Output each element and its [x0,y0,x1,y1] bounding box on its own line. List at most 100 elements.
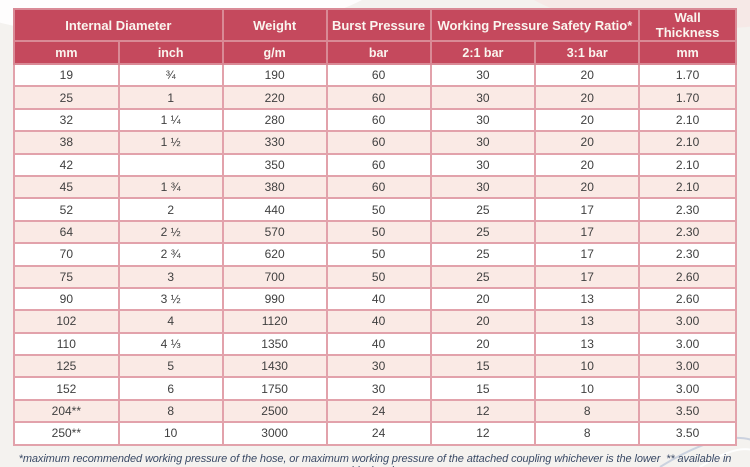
table-container: Internal Diameter Weight Burst Pressure Wor… [13,8,737,467]
column-header: bar [325,40,432,65]
table-cell: 5 [117,354,224,379]
table-cell: 2 ¾ [117,242,224,267]
hose-spec-table: Internal Diameter Weight Burst Pressure Wor… [13,8,737,446]
table-cell: 1 ¼ [117,107,224,133]
table-cell: 2.10 [638,130,737,155]
column-header: mm [13,40,120,65]
table-cell: 60 [325,85,432,110]
table-cell: 12 [429,421,537,446]
table-cell: 1350 [221,331,328,357]
table-cell: 25 [429,242,537,267]
table-cell: 570 [221,219,328,245]
table-cell: 60 [325,174,432,200]
table-cell: 60 [325,130,432,155]
table-cell: 8 [534,421,641,446]
table-cell: 25 [13,85,120,110]
table-body: 19 ¾ 190 60 30 20 1.70 25 1 220 60 30 20 1.70 32 1 ¼ 280… [13,62,737,446]
table-cell: 60 [325,62,432,88]
table-cell: 25 [429,264,537,289]
table-cell: 20 [534,174,641,200]
table-cell: 990 [221,286,328,312]
table-row: 250** 10 3000 24 12 8 3.50 [13,421,737,446]
table-row: 110 4 ⅓ 1350 40 20 13 3.00 [13,331,737,357]
table-cell: 13 [534,309,641,334]
table-cell: 1 [117,85,224,110]
table-cell: 3.00 [638,331,737,357]
table-cell: 30 [429,107,537,133]
table-cell: 13 [534,286,641,312]
table-cell: 2 ½ [117,219,224,245]
table-cell: 3.00 [638,376,737,401]
table-cell: 75 [13,264,120,289]
table-cell: 24 [325,421,432,446]
table-cell: 30 [429,130,537,155]
table-cell: 38 [13,130,120,155]
table-cell: 2.30 [638,219,737,245]
table-cell: 30 [325,354,432,379]
table-cell: 90 [13,286,120,312]
table-cell: 2.30 [638,242,737,267]
table-cell: 3.50 [638,421,737,446]
table-cell: 20 [534,62,641,88]
table-cell: 8 [534,398,641,424]
table-cell: 440 [221,197,328,222]
table-cell: 12 [429,398,537,424]
table-cell: 20 [534,85,641,110]
table-cell: 30 [429,62,537,88]
table-cell: 2.30 [638,197,737,222]
table-row: 152 6 1750 30 15 10 3.00 [13,376,737,401]
column-header: 2:1 bar [429,40,537,65]
table-cell: 30 [429,85,537,110]
table-cell: 1120 [221,309,328,334]
table-cell: 60 [325,152,432,177]
table-cell: 2.60 [638,286,737,312]
table-cell: 190 [221,62,328,88]
table-cell: 50 [325,264,432,289]
table-row: 42 350 60 30 20 2.10 [13,152,737,177]
table-row: 25 1 220 60 30 20 1.70 [13,85,737,110]
table-cell: 2500 [221,398,328,424]
table-cell: 20 [534,130,641,155]
table-cell: 64 [13,219,120,245]
table-cell: 330 [221,130,328,155]
table-cell: 45 [13,174,120,200]
table-cell: 20 [534,152,641,177]
column-header: g/m [221,40,328,65]
table-row: 125 5 1430 30 15 10 3.00 [13,354,737,379]
table-cell: 17 [534,264,641,289]
table-cell: 2.10 [638,107,737,133]
column-group-header: Internal Diameter [13,8,224,42]
table-cell: 10 [117,421,224,446]
table-cell: 20 [429,331,537,357]
table-cell: 40 [325,309,432,334]
table-cell: 15 [429,376,537,401]
table-cell: 40 [325,331,432,357]
table-cell: 204** [13,398,120,424]
column-group-header: Weight [221,8,328,42]
table-row: 19 ¾ 190 60 30 20 1.70 [13,62,737,88]
table-row: 102 4 1120 40 20 13 3.00 [13,309,737,334]
table-cell: 220 [221,85,328,110]
table-cell: 3 [117,264,224,289]
table-row: 70 2 ¾ 620 50 25 17 2.30 [13,242,737,267]
table-cell: 50 [325,219,432,245]
table-row: 38 1 ½ 330 60 30 20 2.10 [13,130,737,155]
table-cell: 24 [325,398,432,424]
table-cell: 3000 [221,421,328,446]
table-cell: 20 [429,309,537,334]
footnote: *maximum recommended working pressure of… [18,452,732,467]
header-group-row: Internal Diameter Weight Burst Pressure Wor… [13,8,737,42]
table-cell: 2.60 [638,264,737,289]
table-header: Internal Diameter Weight Burst Pressure Wor… [13,8,737,65]
table-cell: 25 [429,197,537,222]
table-cell: 2 [117,197,224,222]
table-cell: 17 [534,197,641,222]
table-cell: 25 [429,219,537,245]
table-cell: 42 [13,152,120,177]
table-cell: 700 [221,264,328,289]
table-cell: 4 [117,309,224,334]
table-cell: 2.10 [638,152,737,177]
table-cell: 60 [325,107,432,133]
table-cell: 30 [429,152,537,177]
table-cell: 380 [221,174,328,200]
